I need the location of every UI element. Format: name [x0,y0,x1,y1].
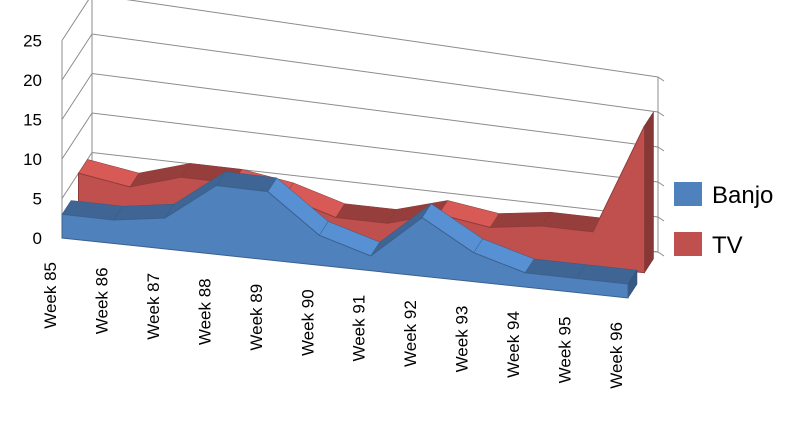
x-category-label: Week 90 [298,289,317,356]
x-category-label: Week 86 [92,267,111,334]
y-axis-tick-labels: 0 5 10 15 20 25 [23,32,42,249]
y-tick-label: 25 [23,32,42,51]
gridline [61,0,659,78]
right-tick-mark [657,251,665,257]
x-category-label: Week 89 [247,284,266,351]
right-tick-mark [657,216,665,222]
right-tick-mark [657,181,665,187]
area-front-face [61,184,629,299]
series-areas [61,111,654,299]
x-category-label: Week 85 [41,262,60,329]
x-category-label: Week 95 [556,317,575,384]
y-tick-label: 10 [23,150,42,169]
x-category-label: Week 92 [401,300,420,367]
y-tick-label: 0 [33,229,42,248]
right-tick-mark [657,111,665,117]
area-front-face [78,125,645,274]
x-axis-category-labels: Week 85 Week 86 Week 87 Week 88 Week 89 Week … [41,262,626,389]
right-tick-mark [657,146,665,152]
area-top-surface [489,211,552,228]
y-tick-label: 15 [23,111,42,130]
y-tick-label: 20 [23,71,42,90]
legend-label-tv: TV [712,232,743,259]
series-banjo [61,171,638,299]
gridline [61,72,659,148]
x-category-label: Week 91 [350,295,369,362]
x-category-label: Week 94 [504,311,523,378]
right-tick-mark [657,76,665,82]
gridline [61,33,659,113]
legend: Banjo TV [674,182,773,259]
x-category-label: Week 93 [453,306,472,373]
x-category-label: Week 87 [144,273,163,340]
y-tick-label: 5 [33,190,42,209]
legend-swatch-tv [674,232,702,256]
x-category-label: Week 96 [607,322,626,389]
x-category-label: Week 88 [195,278,214,345]
legend-label-banjo: Banjo [712,182,773,209]
area-end-cap [644,111,654,274]
legend-swatch-banjo [674,182,702,206]
